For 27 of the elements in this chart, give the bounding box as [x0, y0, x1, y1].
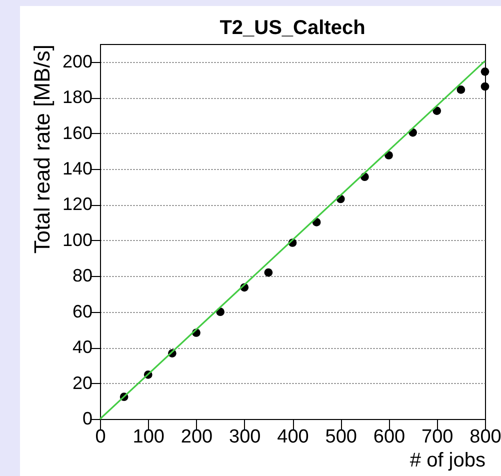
x-tick-label: 600 — [373, 426, 406, 448]
x-tick-label: 100 — [132, 426, 164, 448]
point — [480, 82, 490, 91]
y-tick-label: 160 — [62, 122, 92, 143]
y-tick-label: 200 — [62, 51, 92, 72]
x-axis-title: # of jobs — [410, 450, 486, 472]
point — [456, 86, 466, 94]
y-tick-label: 60 — [72, 301, 92, 322]
y-tick-label: 120 — [62, 194, 92, 214]
point — [264, 268, 273, 277]
y-tick-label: 0 — [82, 408, 92, 428]
point — [480, 68, 490, 76]
y-tick-label: 20 — [72, 372, 92, 393]
x-tick-label: 400 — [277, 426, 309, 448]
y-axis-title: Total read rate [MB/s] — [29, 44, 54, 254]
x-tick-label: 200 — [180, 426, 213, 448]
x-tick-label: 300 — [229, 426, 261, 448]
chart-title: T2_US_Caltech — [220, 17, 366, 39]
x-tick-label: 0 — [95, 426, 106, 448]
x-tick-label: 800 — [470, 426, 501, 448]
y-tick-label: 140 — [62, 158, 92, 178]
y-tick-label: 40 — [72, 337, 92, 358]
y-tick-label: 80 — [72, 266, 92, 286]
y-tick-label: 180 — [62, 87, 92, 108]
x-tick-label: 500 — [325, 426, 357, 448]
x-tick-label: 700 — [422, 426, 454, 448]
y-tick-label: 100 — [62, 230, 92, 250]
